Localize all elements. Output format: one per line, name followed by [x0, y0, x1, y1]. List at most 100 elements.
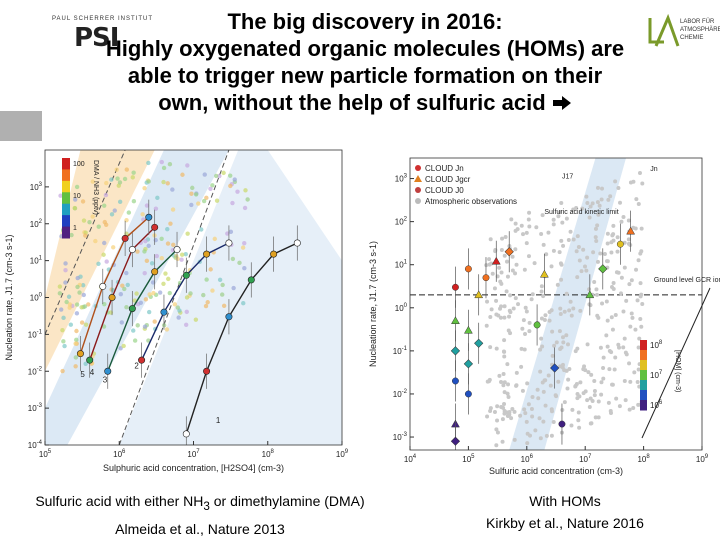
right-atmospheric-point — [631, 225, 636, 230]
right-annotation-jn: Jn — [650, 166, 658, 173]
right-atmospheric-point — [527, 320, 532, 325]
left-scatter-point — [60, 368, 65, 374]
left-series-line — [107, 249, 178, 372]
left-scatter-point — [183, 322, 189, 327]
left-series-point — [151, 268, 159, 276]
right-atmospheric-point — [527, 224, 532, 229]
left-scatter-point — [217, 277, 223, 283]
right-atmospheric-point — [636, 367, 641, 372]
right-atmospheric-point — [595, 200, 600, 205]
right-atmospheric-point — [613, 179, 618, 184]
right-atmospheric-point — [509, 416, 514, 421]
left-scatter-point — [130, 175, 135, 180]
left-scatter-point — [96, 224, 101, 229]
right-atmospheric-point — [558, 312, 563, 317]
right-atmospheric-point — [613, 355, 618, 360]
left-scatter-point — [230, 200, 235, 206]
right-atmospheric-point — [507, 314, 512, 319]
right-atmospheric-point — [484, 323, 489, 328]
right-atmospheric-point — [560, 335, 565, 340]
right-atmospheric-point — [605, 241, 610, 246]
right-atmospheric-point — [567, 308, 572, 313]
right-atmospheric-point — [543, 378, 548, 383]
left-series-point — [99, 282, 107, 290]
left-scatter-point — [74, 302, 80, 307]
right-atmospheric-point — [560, 365, 565, 370]
left-scatter-point — [242, 266, 247, 271]
left-scatter-point — [237, 260, 242, 266]
right-atmospheric-point — [485, 414, 490, 419]
right-atmospheric-point — [579, 269, 584, 274]
left-series-point — [160, 308, 168, 316]
slide-decoration — [0, 111, 42, 141]
left-scatter-point — [59, 307, 64, 312]
right-cloud-point — [464, 390, 472, 398]
right-atmospheric-point — [599, 392, 604, 397]
left-scatter-point — [142, 270, 147, 276]
right-atmospheric-point — [611, 223, 616, 228]
left-scatter-point — [67, 305, 72, 310]
right-atmospheric-point — [627, 407, 632, 412]
left-scatter-point — [79, 320, 85, 325]
right-atmospheric-point — [562, 400, 567, 405]
left-scatter-point — [179, 252, 185, 257]
right-atmospheric-point — [573, 349, 578, 354]
right-atmospheric-point — [519, 346, 524, 351]
right-atmospheric-point — [615, 235, 620, 240]
right-atmospheric-point — [553, 393, 558, 398]
right-atmospheric-point — [605, 318, 610, 323]
right-atmospheric-point — [552, 343, 557, 348]
left-scatter-point — [102, 203, 107, 208]
right-atmospheric-point — [501, 405, 506, 410]
right-atmospheric-point — [610, 327, 615, 332]
right-cloud-point — [450, 436, 461, 446]
left-scatter-point — [170, 187, 175, 192]
right-atmospheric-point — [505, 391, 510, 396]
right-atmospheric-point — [558, 210, 563, 215]
right-atmospheric-point — [622, 336, 627, 341]
right-legend: CLOUD Jn CLOUD Jgcr CLOUD J0 Atmospheric ob… — [414, 164, 517, 206]
right-plot-area — [410, 158, 702, 450]
left-y-tick-label: 103 — [30, 182, 43, 192]
right-cloud-point — [616, 240, 624, 248]
right-atmospheric-point — [580, 206, 585, 211]
left-scatter-point — [131, 170, 136, 175]
left-scatter-point — [74, 184, 80, 190]
left-scatter-point — [109, 212, 115, 217]
right-atmospheric-point — [609, 250, 614, 255]
right-cloud-point — [474, 338, 484, 348]
right-atmospheric-point — [605, 231, 610, 236]
right-atmospheric-point — [590, 201, 595, 206]
left-scatter-point — [142, 324, 148, 329]
right-atmospheric-point — [626, 237, 631, 242]
right-cloud-point — [464, 265, 472, 273]
right-x-tick-label: 104 — [404, 454, 417, 464]
right-atmospheric-point — [595, 223, 600, 228]
right-atmospheric-point — [571, 306, 576, 311]
right-atmospheric-point — [557, 329, 562, 334]
right-atmospheric-point — [500, 417, 505, 422]
left-scatter-point — [82, 304, 88, 309]
right-atmospheric-point — [551, 217, 556, 222]
right-atmospheric-point — [505, 414, 510, 419]
left-scatter-point — [73, 355, 79, 360]
right-atmospheric-point — [581, 367, 586, 372]
right-legend-label: CLOUD Jgcr — [425, 175, 471, 184]
left-series-point — [76, 350, 84, 358]
left-caption: Sulfuric acid with either NH3 or dimethy… — [10, 490, 390, 540]
right-atmospheric-point — [543, 313, 548, 318]
left-scatter-point — [171, 242, 176, 248]
right-atmospheric-point — [622, 379, 627, 384]
left-scatter-point — [225, 231, 230, 236]
right-atmospheric-point — [565, 386, 570, 391]
right-x-tick-label: 109 — [696, 454, 709, 464]
right-atmospheric-point — [571, 207, 576, 212]
right-atmospheric-point — [593, 415, 598, 420]
right-atmospheric-point — [627, 282, 632, 287]
left-scatter-point — [96, 261, 101, 266]
right-atmospheric-point — [561, 243, 566, 248]
right-atmospheric-point — [507, 409, 512, 414]
left-scatter-point — [138, 300, 144, 305]
right-atmospheric-point — [617, 345, 622, 350]
right-cloud-point — [450, 346, 461, 356]
